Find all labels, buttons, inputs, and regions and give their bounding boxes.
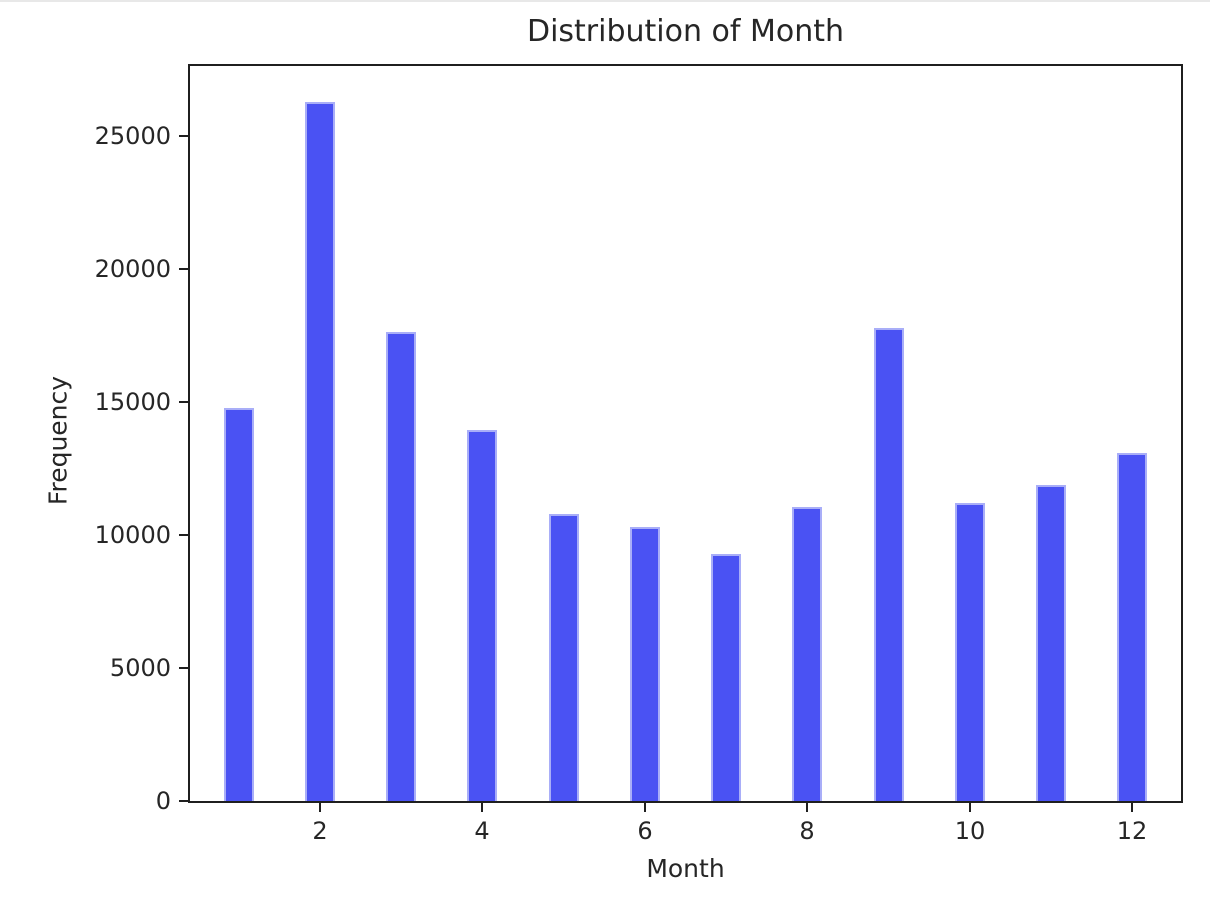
y-tick-mark-25000 — [179, 135, 188, 137]
x-tick-mark-10 — [969, 803, 971, 812]
y-tick-label-25000: 25000 — [94, 122, 171, 150]
y-tick-label-20000: 20000 — [94, 255, 171, 283]
bar-month-10 — [955, 503, 985, 801]
x-tick-mark-8 — [806, 803, 808, 812]
bar-month-8 — [792, 507, 822, 801]
x-tick-label-6: 6 — [637, 817, 653, 845]
x-tick-label-12: 12 — [1116, 817, 1148, 845]
bar-month-1 — [224, 408, 254, 801]
y-tick-mark-15000 — [179, 401, 188, 403]
x-tick-label-8: 8 — [799, 817, 815, 845]
y-tick-label-10000: 10000 — [94, 521, 171, 549]
bar-month-3 — [386, 332, 416, 801]
chart-title: Distribution of Month — [526, 14, 845, 49]
y-tick-mark-5000 — [179, 667, 188, 669]
y-tick-label-0: 0 — [155, 787, 171, 815]
plot-area — [188, 64, 1183, 803]
bar-month-2 — [305, 102, 335, 801]
bar-month-12 — [1117, 453, 1147, 801]
y-tick-mark-0 — [179, 800, 188, 802]
x-tick-mark-2 — [319, 803, 321, 812]
bar-month-11 — [1036, 485, 1066, 801]
x-tick-label-10: 10 — [954, 817, 986, 845]
x-tick-mark-6 — [644, 803, 646, 812]
x-tick-label-2: 2 — [312, 817, 328, 845]
bar-month-7 — [711, 554, 741, 801]
y-tick-mark-10000 — [179, 534, 188, 536]
x-tick-mark-4 — [481, 803, 483, 812]
y-tick-label-15000: 15000 — [94, 388, 171, 416]
x-tick-label-4: 4 — [474, 817, 490, 845]
bar-month-5 — [549, 514, 579, 801]
x-axis-label: Month — [646, 854, 725, 883]
y-tick-label-5000: 5000 — [109, 654, 171, 682]
bar-month-9 — [874, 328, 904, 801]
bar-month-6 — [630, 527, 660, 801]
x-tick-mark-12 — [1131, 803, 1133, 812]
bar-month-4 — [467, 430, 497, 801]
y-tick-mark-20000 — [179, 268, 188, 270]
